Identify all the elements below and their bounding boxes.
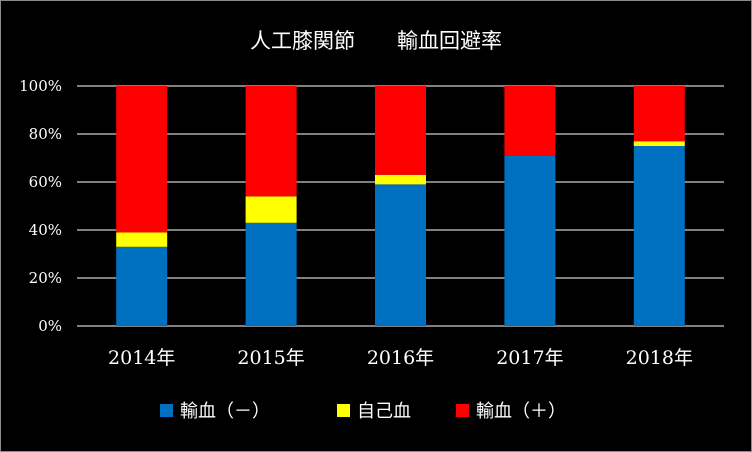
bar-segment xyxy=(245,86,297,197)
bar-segment xyxy=(633,141,685,146)
x-tick-label: 2014年 xyxy=(108,347,175,369)
bar-segment xyxy=(245,196,297,223)
chart-title: 人工膝関節 輸血回避率 xyxy=(250,29,502,53)
bar-segment xyxy=(116,86,168,233)
legend-swatch xyxy=(160,404,173,417)
y-tick-label: 80% xyxy=(29,125,62,143)
bar-segment xyxy=(504,86,556,156)
y-tick-label: 100% xyxy=(19,77,62,95)
y-tick-label: 0% xyxy=(38,317,62,335)
legend-label: 輸血（－） xyxy=(180,401,270,422)
x-tick-label: 2018年 xyxy=(626,347,693,369)
bar-segment xyxy=(116,246,168,326)
bar-segment xyxy=(116,232,168,247)
bar-segment xyxy=(504,155,556,326)
legend-swatch xyxy=(337,404,350,417)
legend-swatch xyxy=(456,404,469,417)
x-tick-label: 2016年 xyxy=(367,347,434,369)
y-tick-label: 40% xyxy=(29,221,62,239)
bar-segment xyxy=(375,184,426,326)
x-tick-label: 2017年 xyxy=(496,347,563,369)
bar-segment xyxy=(375,86,426,175)
bar-segment xyxy=(245,222,297,326)
y-axis: 0% 20% 40% 60% 80% 100% xyxy=(19,77,62,335)
bar-segment xyxy=(633,146,685,326)
y-tick-label: 20% xyxy=(29,269,62,287)
y-tick-label: 60% xyxy=(29,173,62,191)
legend-label: 自己血 xyxy=(357,401,411,422)
x-tick-label: 2015年 xyxy=(237,347,304,369)
bar-segment xyxy=(375,174,426,185)
legend-label: 輸血（＋） xyxy=(476,401,566,422)
legend: 輸血（－） 自己血 輸血（＋） xyxy=(160,401,566,422)
bars xyxy=(116,86,685,326)
bar-segment xyxy=(633,86,685,142)
x-axis: 2014年 2015年 2016年 2017年 2018年 xyxy=(108,347,693,369)
